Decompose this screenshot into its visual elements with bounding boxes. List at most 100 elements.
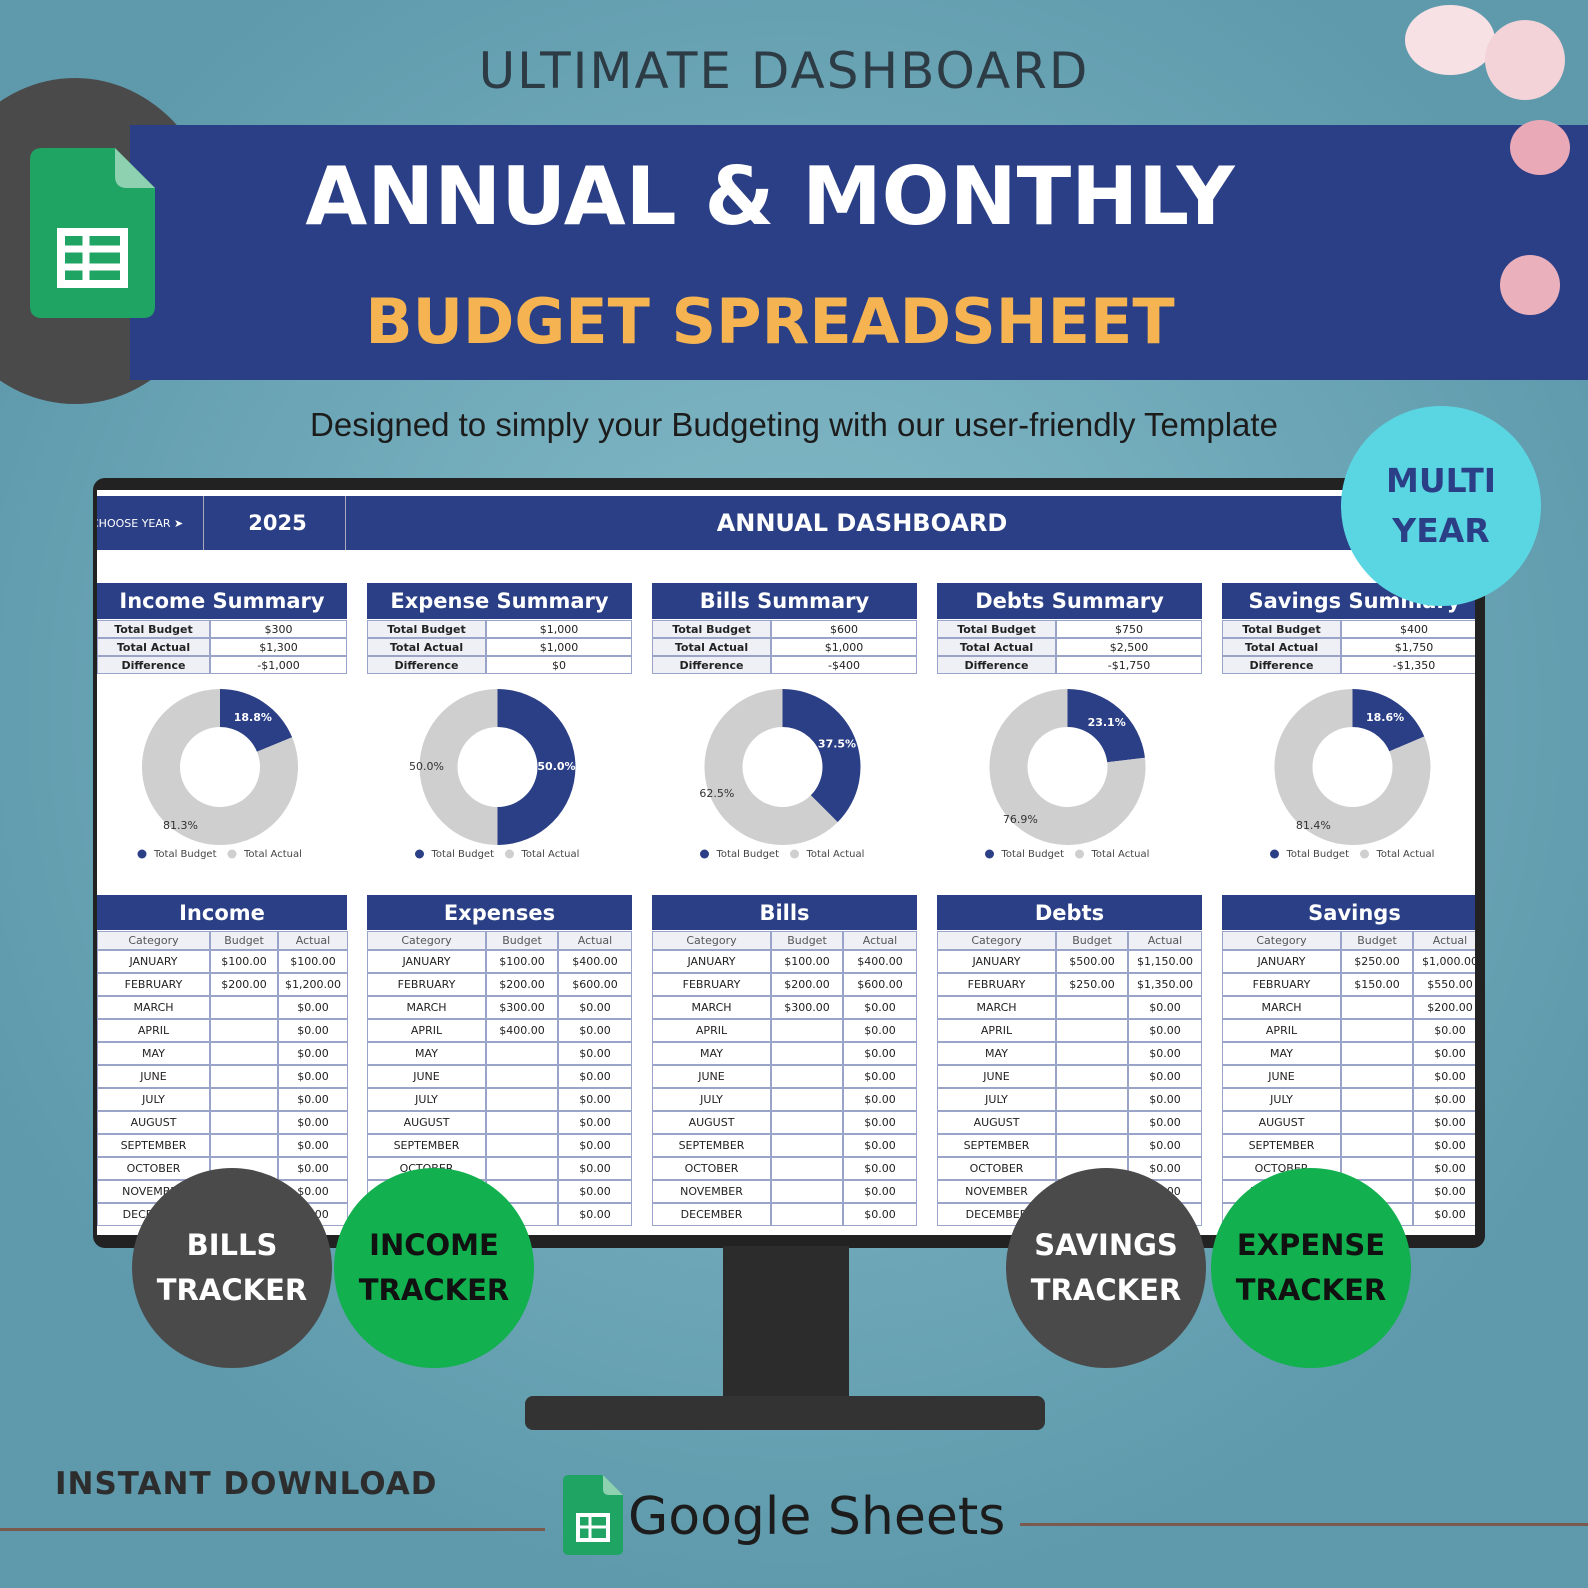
summary-title: Income Summary: [97, 583, 347, 619]
column-header: Budget: [210, 931, 278, 950]
sticker-line: TRACKER: [358, 1273, 510, 1307]
table-cell: $0.00: [558, 1111, 632, 1134]
column-header: Category: [937, 931, 1056, 950]
screen: CHOOSE YEAR ➤ 2025 ANNUAL DASHBOARD 18.8% 81…: [97, 490, 1475, 1235]
table-cell: JULY: [367, 1088, 486, 1111]
google-sheets: Google Sheets: [628, 1487, 1006, 1547]
table-cell: OCTOBER: [97, 1157, 210, 1180]
table-cell: [771, 1065, 843, 1088]
table-cell: JULY: [652, 1088, 771, 1111]
table-cell: MARCH: [1222, 996, 1341, 1019]
table-title: Bills: [652, 895, 917, 930]
table-cell: JANUARY: [652, 950, 771, 973]
table-cell: $0.00: [1128, 1042, 1202, 1065]
column-header: Category: [1222, 931, 1341, 950]
legend-dot: [415, 849, 424, 859]
donut-slice: [419, 689, 498, 845]
summary-value: -$1,750: [1056, 656, 1202, 674]
sticker-line: EXPENSE: [1236, 1228, 1386, 1262]
table-cell: $0.00: [278, 1088, 348, 1111]
table-cell: [486, 1157, 558, 1180]
subtitle: BUDGET SPREADSHEET: [365, 285, 1175, 358]
table-cell: $0.00: [558, 1134, 632, 1157]
legend-label: Total Budget: [153, 849, 217, 860]
donut-slice: [220, 689, 293, 752]
table-cell: $200.00: [771, 973, 843, 996]
table-cell: MARCH: [652, 996, 771, 1019]
summary-label: Difference: [1222, 656, 1341, 674]
table-cell: [771, 1180, 843, 1203]
table-cell: [1341, 1111, 1413, 1134]
table-cell: [1341, 1065, 1413, 1088]
table-cell: [210, 1065, 278, 1088]
table-cell: [210, 996, 278, 1019]
donut-label: 18.6%: [1366, 711, 1404, 724]
column-header: Actual: [558, 931, 632, 950]
table-cell: $0.00: [278, 1111, 348, 1134]
summary-label: Difference: [652, 656, 771, 674]
sticker-line: INCOME: [369, 1228, 499, 1262]
legend-dot: [700, 849, 709, 859]
table-cell: SEPTEMBER: [367, 1134, 486, 1157]
summary-label: Difference: [937, 656, 1056, 674]
table-cell: [486, 1042, 558, 1065]
summary-label: Total Actual: [652, 638, 771, 656]
header-bar: [97, 496, 1475, 550]
badge-line: YEAR: [1392, 511, 1490, 550]
table-cell: JANUARY: [97, 950, 210, 973]
table-cell: [1056, 996, 1128, 1019]
tracker-sticker: EXPENSE TRACKER: [1211, 1168, 1411, 1368]
table-cell: [210, 1134, 278, 1157]
table-cell: [771, 1203, 843, 1226]
table-cell: $0.00: [1413, 1042, 1475, 1065]
table-cell: $0.00: [278, 1042, 348, 1065]
legend-dot: [1360, 849, 1369, 859]
column-header: Budget: [1056, 931, 1128, 950]
year-select[interactable]: 2025: [210, 496, 346, 550]
multi-year-badge: MULTI YEAR: [1341, 406, 1541, 606]
summary-label: Total Actual: [97, 638, 210, 656]
table-cell: [210, 1019, 278, 1042]
table-cell: $0.00: [278, 1019, 348, 1042]
table-cell: [1341, 1019, 1413, 1042]
table-cell: $400.00: [843, 950, 917, 973]
summary-label: Difference: [367, 656, 486, 674]
table-cell: $100.00: [278, 950, 348, 973]
donut-slice: [1352, 689, 1425, 752]
summary-label: Total Budget: [367, 620, 486, 638]
table-cell: JUNE: [1222, 1065, 1341, 1088]
table-cell: $0.00: [1413, 1065, 1475, 1088]
donut-slice: [782, 689, 861, 823]
table-cell: $0.00: [843, 1042, 917, 1065]
table-cell: JUNE: [97, 1065, 210, 1088]
table-cell: [1056, 1088, 1128, 1111]
tracker-sticker: BILLS TRACKER: [132, 1168, 332, 1368]
donut-slice: [1274, 689, 1431, 845]
table-cell: FEBRUARY: [937, 973, 1056, 996]
table-cell: SEPTEMBER: [652, 1134, 771, 1157]
choose-year: CHOOSE YEAR ➤: [97, 496, 204, 550]
table-cell: $0.00: [1413, 1203, 1475, 1226]
table-cell: $550.00: [1413, 973, 1475, 996]
table-cell: $200.00: [210, 973, 278, 996]
table-cell: OCTOBER: [652, 1157, 771, 1180]
badge-line: MULTI: [1386, 461, 1496, 500]
table-cell: SEPTEMBER: [937, 1134, 1056, 1157]
table-cell: $0.00: [278, 1065, 348, 1088]
summary-value: $1,000: [771, 638, 917, 656]
column-header: Actual: [1413, 931, 1475, 950]
table-cell: $0.00: [1413, 1111, 1475, 1134]
summary-label: Total Budget: [97, 620, 210, 638]
table-cell: MARCH: [97, 996, 210, 1019]
column-header: Budget: [771, 931, 843, 950]
table-cell: $0.00: [1128, 1088, 1202, 1111]
legend-label: Total Actual: [243, 849, 302, 860]
table-cell: $0.00: [1413, 1157, 1475, 1180]
table-cell: [771, 1019, 843, 1042]
summary-title: Expense Summary: [367, 583, 632, 619]
summary-title: Debts Summary: [937, 583, 1202, 619]
table-cell: $0.00: [558, 1042, 632, 1065]
top-title: ULTIMATE DASHBOARD: [478, 42, 1090, 100]
table-cell: $0.00: [843, 996, 917, 1019]
